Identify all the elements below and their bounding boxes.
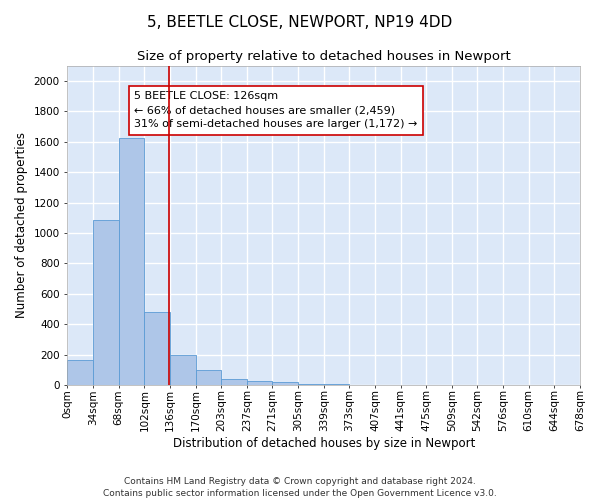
Bar [170, 354, 196, 385]
Bar [93, 220, 119, 385]
X-axis label: Distribution of detached houses by size in Newport: Distribution of detached houses by size … [173, 437, 475, 450]
Bar [145, 312, 170, 385]
Text: 5 BEETLE CLOSE: 126sqm
← 66% of detached houses are smaller (2,459)
31% of semi-: 5 BEETLE CLOSE: 126sqm ← 66% of detached… [134, 91, 418, 129]
Text: 5, BEETLE CLOSE, NEWPORT, NP19 4DD: 5, BEETLE CLOSE, NEWPORT, NP19 4DD [148, 15, 452, 30]
Text: Contains HM Land Registry data © Crown copyright and database right 2024.
Contai: Contains HM Land Registry data © Crown c… [103, 476, 497, 498]
Bar [196, 370, 221, 385]
Bar [247, 382, 272, 385]
Bar [272, 382, 298, 385]
Y-axis label: Number of detached properties: Number of detached properties [15, 132, 28, 318]
Bar [298, 384, 324, 385]
Title: Size of property relative to detached houses in Newport: Size of property relative to detached ho… [137, 50, 511, 63]
Bar [67, 360, 93, 385]
Bar [119, 138, 145, 385]
Bar [221, 379, 247, 385]
Bar [324, 384, 349, 385]
